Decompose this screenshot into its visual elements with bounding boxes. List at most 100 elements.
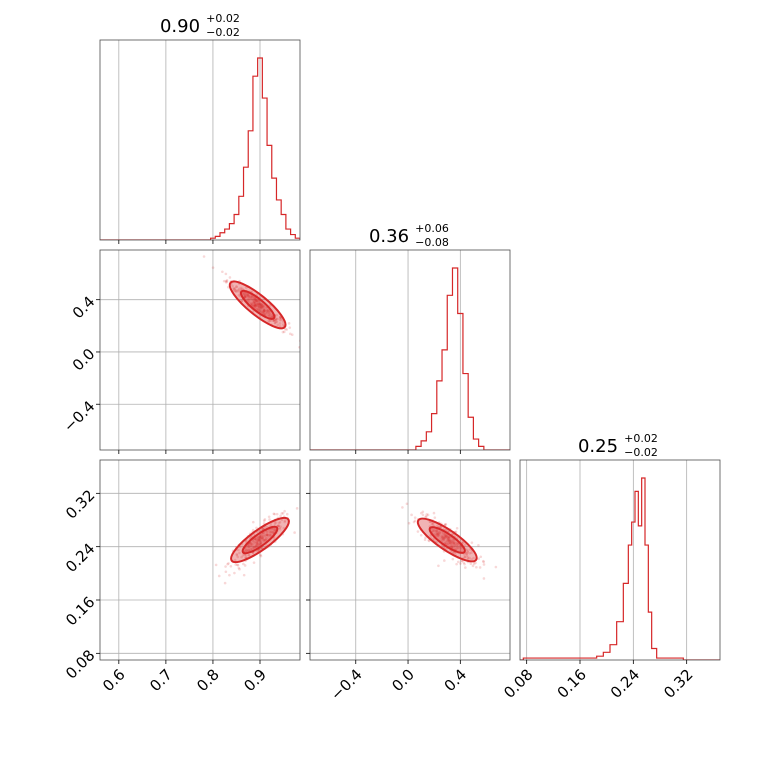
scatter-point-2-1: [449, 542, 453, 545]
scatter-point-2-0: [273, 512, 276, 516]
scatter-point-2-1: [423, 538, 427, 542]
scatter-point-1-0: [224, 279, 228, 283]
scatter-point-2-1: [462, 553, 466, 556]
scatter-point-2-0: [275, 512, 279, 516]
scatter-point-1-0: [267, 313, 270, 317]
scatter-point-2-1: [482, 559, 485, 563]
contour-line-1-0-outer: [228, 280, 287, 330]
scatter-point-1-0: [266, 309, 269, 312]
scatter-point-1-0: [290, 333, 294, 336]
scatter-point-2-1: [446, 543, 449, 546]
scatter-point-2-1: [470, 541, 474, 544]
scatter-point-1-0: [259, 303, 263, 307]
scatter-point-2-0: [261, 536, 265, 540]
scatter-point-2-1: [407, 521, 411, 525]
scatter-point-2-1: [466, 551, 470, 554]
scatter-point-1-0: [253, 297, 257, 301]
scatter-point-1-0: [259, 305, 263, 308]
scatter-point-1-0: [252, 301, 255, 305]
scatter-point-2-1: [452, 545, 456, 548]
panel-2-0-content: [100, 460, 300, 660]
scatter-point-2-0: [251, 539, 255, 543]
scatter-point-1-0: [257, 302, 260, 306]
xtick-label-1-1: 0.0: [388, 666, 418, 696]
scatter-point-2-0: [254, 538, 258, 541]
scatter-point-2-0: [264, 538, 267, 542]
scatter-point-1-0: [262, 305, 265, 309]
xtick-label-0-2: 0.8: [193, 666, 223, 696]
scatter-point-1-0: [257, 300, 261, 304]
scatter-point-2-0: [253, 545, 256, 549]
scatter-point-2-1: [447, 535, 451, 539]
scatter-point-1-0: [284, 327, 287, 331]
scatter-point-1-0: [260, 305, 263, 308]
scatter-point-2-1: [453, 543, 457, 547]
scatter-point-2-0: [247, 554, 251, 557]
scatter-point-1-0: [243, 295, 247, 299]
scatter-point-1-0: [269, 319, 273, 322]
contour-fill-2-1-outer: [417, 518, 477, 562]
scatter-point-2-1: [456, 543, 459, 546]
scatter-point-1-0: [224, 281, 228, 284]
scatter-point-2-0: [257, 538, 260, 542]
scatter-point-1-0: [276, 323, 279, 327]
scatter-point-2-1: [464, 566, 467, 569]
scatter-point-2-0: [249, 542, 253, 546]
scatter-point-2-0: [283, 519, 287, 523]
scatter-point-2-1: [434, 530, 438, 533]
scatter-point-2-0: [244, 553, 248, 557]
scatter-point-2-1: [430, 522, 434, 526]
ytick-label-1-1: 0.0: [69, 345, 99, 375]
scatter-point-2-1: [443, 533, 446, 536]
contour-line-2-1-outer: [416, 517, 478, 563]
scatter-point-2-1: [436, 534, 440, 538]
scatter-point-2-0: [214, 563, 218, 567]
scatter-point-1-0: [263, 309, 266, 312]
panel-2-1: [306, 459, 511, 664]
panel-frame-1-1: [309, 249, 511, 451]
scatter-point-1-0: [255, 299, 258, 302]
scatter-point-2-0: [236, 563, 239, 567]
scatter-point-1-0: [254, 298, 258, 302]
title-0-plus: +0.02: [206, 12, 240, 25]
scatter-point-2-0: [256, 535, 260, 539]
scatter-point-1-0: [288, 326, 292, 329]
scatter-point-2-0: [261, 534, 265, 538]
scatter-point-1-0: [240, 299, 244, 303]
scatter-point-2-0: [278, 520, 282, 524]
scatter-point-2-0: [258, 538, 261, 541]
scatter-point-1-0: [274, 318, 278, 322]
scatter-point-2-1: [432, 538, 436, 542]
scatter-point-1-0: [281, 330, 285, 334]
title-0-minus: −0.02: [206, 26, 240, 39]
scatter-point-2-0: [249, 544, 253, 547]
scatter-point-2-0: [257, 537, 261, 541]
scatter-point-1-0: [257, 305, 261, 309]
scatter-point-2-0: [247, 553, 251, 557]
scatter-point-2-0: [257, 539, 260, 542]
scatter-point-2-1: [401, 506, 404, 509]
scatter-point-2-0: [249, 548, 252, 551]
scatter-point-1-0: [243, 292, 246, 296]
scatter-point-1-0: [253, 304, 257, 307]
scatter-point-2-1: [446, 539, 449, 542]
panel-frame-0-0: [99, 39, 301, 241]
scatter-point-1-0: [273, 321, 277, 325]
scatter-point-2-0: [256, 536, 260, 540]
scatter-point-2-1: [466, 549, 469, 553]
scatter-point-2-1: [465, 551, 468, 555]
scatter-point-1-0: [254, 304, 258, 308]
scatter-point-2-0: [255, 543, 259, 546]
scatter-point-2-1: [445, 535, 448, 538]
panel-2-1-content: [310, 460, 510, 660]
scatter-point-2-1: [436, 532, 440, 535]
scatter-point-2-0: [224, 570, 228, 574]
ytick-label-2-2: 0.24: [62, 540, 98, 576]
scatter-point-2-1: [448, 540, 451, 543]
scatter-point-2-0: [259, 539, 262, 543]
scatter-point-2-0: [254, 545, 258, 549]
panel-frame-2-2: [519, 459, 721, 661]
scatter-point-2-0: [265, 533, 269, 537]
scatter-point-1-0: [247, 293, 250, 297]
scatter-point-2-0: [282, 526, 286, 530]
